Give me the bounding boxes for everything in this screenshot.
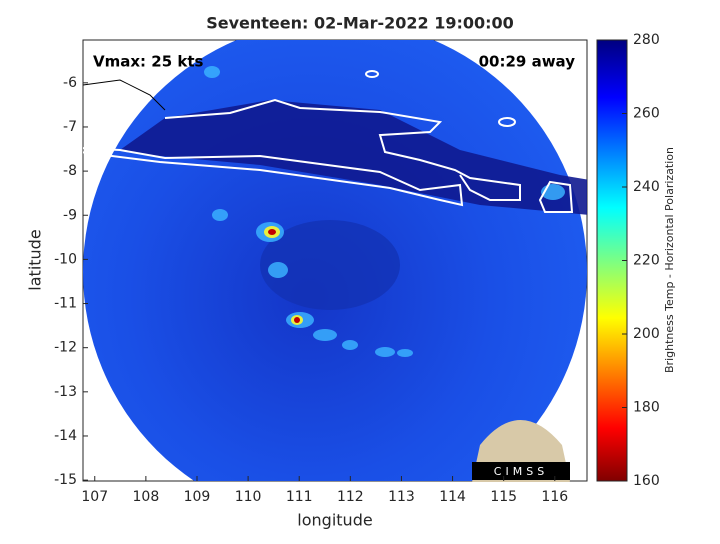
logo: CIMSS — [472, 420, 570, 482]
x-tick-label: 109 — [184, 489, 211, 505]
x-tick-label: 107 — [81, 489, 108, 505]
x-tick-label: 111 — [286, 489, 313, 505]
y-tick-label: -6 — [63, 75, 77, 91]
chart-title: Seventeen: 02-Mar-2022 19:00:00 — [206, 14, 514, 33]
y-tick-label: -12 — [54, 340, 77, 356]
x-tick-label: 110 — [235, 489, 262, 505]
y-tick-label: -13 — [54, 384, 77, 400]
y-tick-label: -9 — [63, 207, 77, 223]
colorbar-tick-label: 160 — [633, 473, 660, 489]
x-tick-label: 115 — [490, 489, 517, 505]
y-tick-label: -7 — [63, 119, 77, 135]
colorbar-tick-label: 260 — [633, 106, 660, 122]
colorbar-tick-label: 220 — [633, 253, 660, 269]
colorbar-tick-label: 180 — [633, 400, 660, 416]
x-tick-label: 113 — [388, 489, 415, 505]
logo-text: CIMSS — [494, 465, 548, 478]
x-tick-label: 116 — [541, 489, 568, 505]
annotation: 00:29 away — [479, 53, 576, 71]
y-tick-label: -14 — [54, 428, 77, 444]
annotation: Vmax: 25 kts — [93, 53, 203, 71]
y-tick-label: -11 — [54, 296, 77, 312]
y-tick-label: -8 — [63, 163, 77, 179]
colorbar-tick-label: 200 — [633, 326, 660, 342]
colorbar-tick-label: 240 — [633, 179, 660, 195]
x-axis-label: longitude — [297, 511, 372, 530]
imagery — [83, 40, 587, 481]
x-tick-label: 114 — [439, 489, 466, 505]
y-tick-label: -10 — [54, 251, 77, 267]
x-tick-label: 112 — [337, 489, 364, 505]
x-tick-label: 108 — [133, 489, 160, 505]
colorbar-label: Brightness Temp - Horizontal Polarizatio… — [663, 147, 676, 373]
y-tick-label: -15 — [54, 472, 77, 488]
y-axis-label: latitude — [26, 229, 45, 290]
colorbar-tick-label: 280 — [633, 32, 660, 48]
